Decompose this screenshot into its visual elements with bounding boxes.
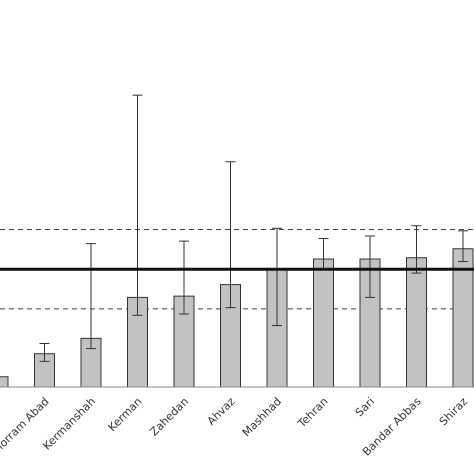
x-tick-label-sari: Sari xyxy=(353,395,377,419)
error-bar-bandar-abbas xyxy=(411,225,422,274)
error-bar-khorram-abad xyxy=(39,342,50,362)
error-bar-kerman xyxy=(132,94,143,316)
x-tick-label-ahvaz: Ahvaz xyxy=(205,395,238,428)
error-bar-mashhad xyxy=(272,227,282,327)
x-tick-label-mashhad: Mashhad xyxy=(240,395,284,439)
bar-bandar-abbas xyxy=(406,257,427,388)
error-bar-shiraz xyxy=(458,230,468,263)
error-bar-sari xyxy=(365,235,375,298)
bar-tehran xyxy=(313,258,334,388)
error-bar-zahedan xyxy=(179,240,189,315)
x-tick-label-shiraz: Shiraz xyxy=(437,395,470,428)
error-bars-layer xyxy=(39,94,468,362)
x-tick-label-zahedan: Zahedan xyxy=(147,395,191,439)
x-tick-label-tehran: Tehran xyxy=(295,395,331,431)
x-tick-label-khorram-abad: Khorram Abad xyxy=(0,395,52,460)
error-bar-ahvaz xyxy=(225,161,236,309)
error-bar-kermanshah xyxy=(86,243,96,350)
bar-unlabeled xyxy=(0,376,9,388)
x-tick-label-kerman: Kerman xyxy=(106,395,145,434)
bars-layer xyxy=(0,248,474,388)
